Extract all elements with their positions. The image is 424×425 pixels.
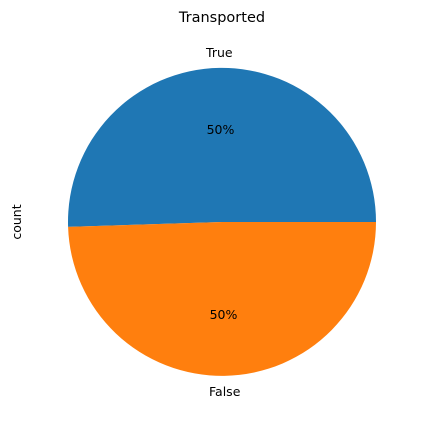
- slice-percent-true: 50%: [207, 122, 235, 137]
- pie-slices: [68, 67, 377, 376]
- pie-slice-true: [68, 67, 377, 227]
- slice-percent-false: 50%: [210, 307, 238, 322]
- slice-label-true: True: [205, 45, 233, 60]
- pie-labels: True 50% False 50%: [205, 45, 241, 399]
- y-axis-label: count: [9, 204, 24, 239]
- pie-slice-false: [68, 222, 376, 376]
- chart-title: Transported: [178, 10, 265, 26]
- slice-label-false: False: [209, 384, 241, 399]
